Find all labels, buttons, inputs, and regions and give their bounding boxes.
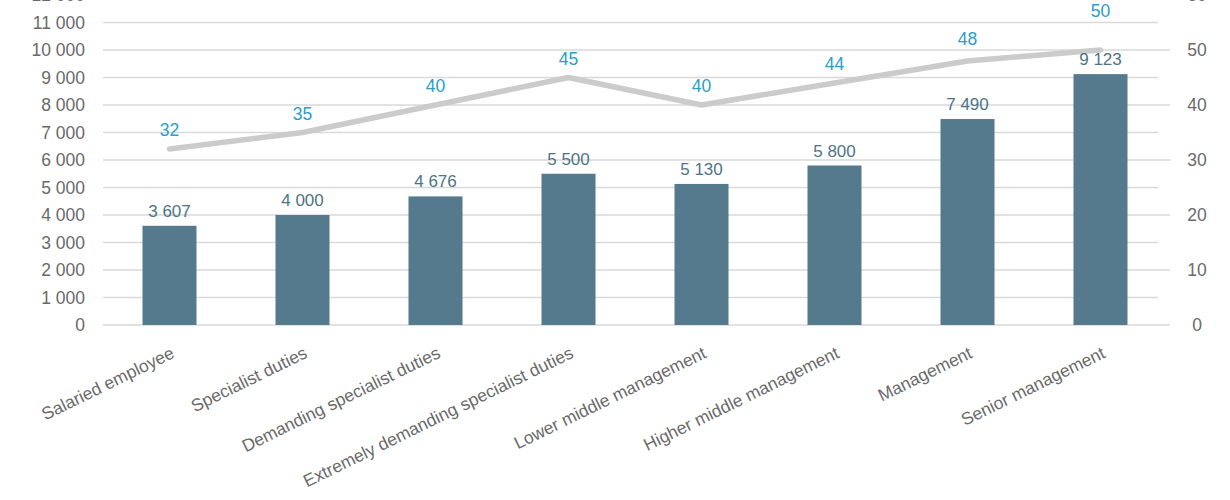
bar-value-label: 7 490 [946, 95, 989, 114]
bar-value-label: 5 130 [680, 160, 723, 179]
bar [675, 184, 729, 325]
line-value-label: 35 [293, 104, 312, 124]
left-axis-tick-label: 2 000 [41, 260, 85, 280]
bar [808, 166, 862, 326]
line-value-label: 40 [426, 76, 446, 96]
left-axis-tick-label: 0 [75, 315, 85, 335]
line-value-label: 32 [160, 120, 179, 140]
right-axis-tick-label: 0 [1192, 315, 1202, 335]
right-axis-tick-label: 30 [1187, 150, 1207, 170]
bar-value-label: 3 607 [148, 202, 191, 221]
category-label: Extremely demanding specialist duties [300, 343, 577, 492]
bar-value-label: 9 123 [1079, 50, 1122, 69]
category-label: Senior management [958, 343, 1109, 430]
bar [143, 226, 197, 325]
right-axis-tick-label: 40 [1187, 95, 1207, 115]
bar [276, 215, 330, 325]
line-value-label: 44 [825, 54, 845, 74]
left-axis-tick-label: 8 000 [41, 95, 85, 115]
bar [409, 196, 463, 325]
bar-value-label: 5 500 [547, 150, 590, 169]
left-axis-tick-label: 3 000 [41, 233, 85, 253]
left-axis-tick-label: 6 000 [41, 150, 85, 170]
bar [941, 119, 995, 325]
left-axis-tick-label: 1 000 [41, 288, 85, 308]
line-value-label: 45 [559, 49, 578, 69]
bar [542, 174, 596, 325]
line-value-label: 50 [1091, 1, 1111, 21]
line-value-label: 48 [958, 29, 977, 49]
left-axis-tick-label: 7 000 [41, 123, 85, 143]
line-value-label: 40 [692, 76, 712, 96]
left-axis-tick-label: 12 000 [31, 0, 85, 5]
left-axis-tick-label: 9 000 [41, 68, 85, 88]
category-label: Salaried employee [38, 343, 177, 425]
right-axis-tick-label: 50 [1187, 40, 1207, 60]
right-axis-tick-label: 60 [1187, 0, 1207, 5]
left-axis-tick-label: 10 000 [31, 40, 85, 60]
chart: 3 607 4 000 4 676 5 500 5 130 5 800 7 490 9 123… [0, 0, 1230, 500]
category-label: Management [875, 343, 976, 406]
category-label: Specialist duties [188, 343, 311, 417]
chart-canvas: 3 607 4 000 4 676 5 500 5 130 5 800 7 490 9 123… [0, 0, 1230, 500]
bar-value-label: 5 800 [813, 142, 856, 161]
bar [1074, 74, 1128, 325]
left-axis-tick-label: 11 000 [33, 13, 85, 33]
right-axis-tick-label: 20 [1187, 205, 1207, 225]
bar-value-label: 4 000 [281, 191, 324, 210]
right-axis-tick-label: 10 [1187, 260, 1207, 280]
left-axis-tick-label: 5 000 [41, 178, 85, 198]
bar-value-label: 4 676 [414, 172, 457, 191]
left-axis-tick-label: 4 000 [41, 205, 85, 225]
